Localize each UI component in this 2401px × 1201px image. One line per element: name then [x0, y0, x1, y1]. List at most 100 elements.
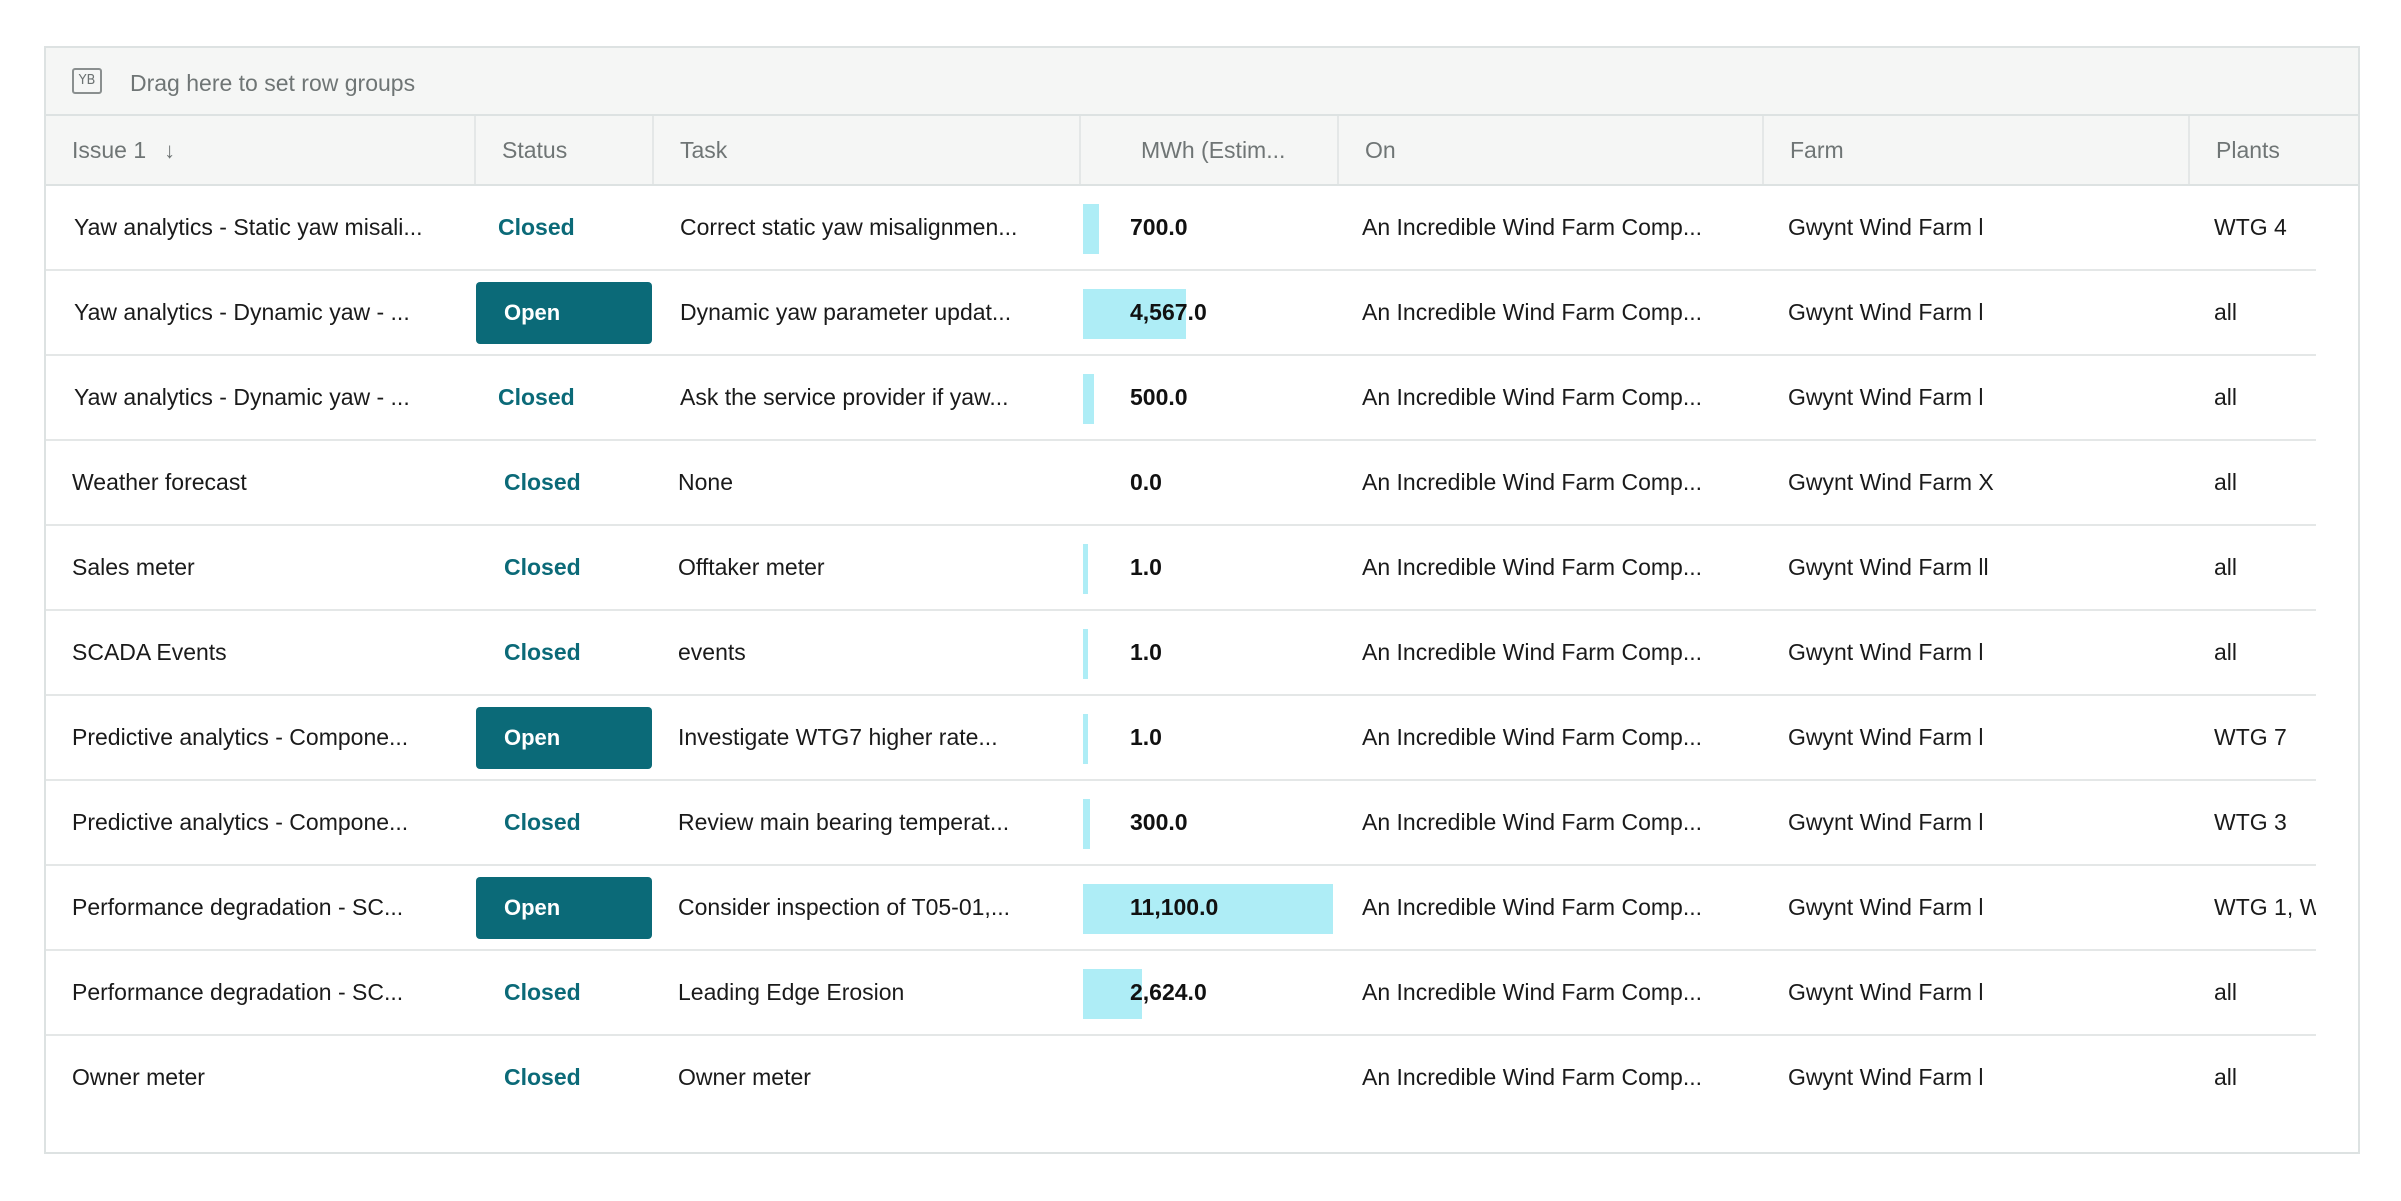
- cell-farm: Gwynt Wind Farm l: [1788, 809, 1984, 835]
- data-grid: YB Drag here to set row groups Issue 1 ↓ …: [44, 46, 2360, 1154]
- cell-on: An Incredible Wind Farm Comp...: [1362, 554, 1703, 580]
- status-badge-closed: Closed: [504, 979, 581, 1005]
- status-badge-closed: Closed: [504, 1064, 581, 1090]
- mwh-value: 1.0: [1130, 724, 1162, 750]
- cell-mwh: 2,624.0: [1083, 951, 1339, 1034]
- column-header-farm[interactable]: Farm: [1764, 116, 2190, 184]
- status-badge-open: Open: [476, 282, 652, 344]
- mwh-value: 0.0: [1130, 469, 1162, 495]
- cell-status: Open: [476, 696, 654, 779]
- cell-mwh: [1083, 1036, 1339, 1119]
- cell-on: An Incredible Wind Farm Comp...: [1362, 384, 1703, 410]
- cell-task: Correct static yaw misalignmen...: [680, 214, 1018, 240]
- cell-on: An Incredible Wind Farm Comp...: [1362, 894, 1703, 920]
- cell-farm: Gwynt Wind Farm l: [1788, 894, 1984, 920]
- column-header-task[interactable]: Task: [654, 116, 1081, 184]
- grid-body: Yaw analytics - Static yaw misali... Clos…: [46, 186, 2316, 1121]
- cell-issue: Performance degradation - SC...: [72, 979, 404, 1005]
- column-header-status-label: Status: [502, 137, 568, 163]
- cell-plants: WTG 4: [2214, 214, 2287, 240]
- cell-mwh: 1.0: [1083, 526, 1339, 609]
- status-badge-closed: Closed: [504, 469, 581, 495]
- table-row[interactable]: Yaw analytics - Dynamic yaw - ... Open Dyn…: [46, 271, 2316, 356]
- cell-farm: Gwynt Wind Farm l: [1788, 384, 1984, 410]
- status-badge-open: Open: [476, 877, 652, 939]
- cell-on: An Incredible Wind Farm Comp...: [1362, 639, 1703, 665]
- cell-mwh: 1.0: [1083, 696, 1339, 779]
- cell-status: Closed: [476, 186, 654, 269]
- column-header-plants[interactable]: Plants: [2190, 116, 2358, 184]
- table-row[interactable]: Sales meter Closed Offtaker meter 1.0 An Inc…: [46, 526, 2316, 611]
- cell-plants: all: [2214, 639, 2238, 665]
- column-header-task-label: Task: [680, 137, 728, 163]
- cell-task: Offtaker meter: [678, 554, 825, 580]
- cell-status: Closed: [476, 526, 654, 609]
- row-group-drop-zone[interactable]: YB Drag here to set row groups: [46, 48, 2358, 116]
- status-badge-closed: Closed: [504, 809, 581, 835]
- cell-task: Leading Edge Erosion: [678, 979, 905, 1005]
- mwh-bar: [1083, 799, 1090, 849]
- cell-farm: Gwynt Wind Farm l: [1788, 1064, 1984, 1090]
- mwh-value: 1.0: [1130, 639, 1162, 665]
- table-row[interactable]: Owner meter Closed Owner meter An Incredibl…: [46, 1036, 2316, 1121]
- cell-mwh: 500.0: [1083, 356, 1339, 439]
- cell-issue: Sales meter: [72, 554, 195, 580]
- row-group-hint: Drag here to set row groups: [130, 70, 416, 96]
- cell-on: An Incredible Wind Farm Comp...: [1362, 809, 1703, 835]
- table-row[interactable]: Yaw analytics - Dynamic yaw - ... Closed A…: [46, 356, 2316, 441]
- mwh-bar: [1083, 544, 1088, 594]
- table-row[interactable]: Weather forecast Closed None 0.0 An Incredib…: [46, 441, 2316, 526]
- table-row[interactable]: Performance degradation - SC... Closed Lea…: [46, 951, 2316, 1036]
- cell-issue: Yaw analytics - Dynamic yaw - ...: [74, 384, 410, 410]
- cell-plants: all: [2214, 554, 2238, 580]
- status-badge-closed: Closed: [504, 554, 581, 580]
- cell-task: Consider inspection of T05-01,...: [678, 894, 1010, 920]
- cell-mwh: 4,567.0: [1083, 271, 1339, 354]
- cell-farm: Gwynt Wind Farm l: [1788, 979, 1984, 1005]
- cell-on: An Incredible Wind Farm Comp...: [1362, 469, 1703, 495]
- mwh-bar: [1083, 884, 1333, 934]
- cell-mwh: 1.0: [1083, 611, 1339, 694]
- cell-on: An Incredible Wind Farm Comp...: [1362, 979, 1703, 1005]
- column-header-on[interactable]: On: [1339, 116, 1764, 184]
- cell-farm: Gwynt Wind Farm ll: [1788, 554, 1989, 580]
- cell-on: An Incredible Wind Farm Comp...: [1362, 214, 1703, 240]
- cell-issue: Yaw analytics - Dynamic yaw - ...: [74, 299, 410, 325]
- cell-plants: WTG 1, W: [2214, 894, 2316, 920]
- cell-issue: Predictive analytics - Compone...: [72, 809, 409, 835]
- cell-task: None: [678, 469, 733, 495]
- table-row[interactable]: Yaw analytics - Static yaw misali... Clos…: [46, 186, 2316, 271]
- status-badge-open: Open: [476, 707, 652, 769]
- status-badge-closed: Closed: [498, 214, 575, 240]
- cell-on: An Incredible Wind Farm Comp...: [1362, 1064, 1703, 1090]
- table-row[interactable]: Predictive analytics - Compone... Closed R…: [46, 781, 2316, 866]
- mwh-bar: [1083, 714, 1088, 764]
- column-header-issue[interactable]: Issue 1 ↓: [46, 116, 476, 184]
- table-row[interactable]: Performance degradation - SC... Open Consi…: [46, 866, 2316, 951]
- cell-plants: WTG 7: [2214, 724, 2287, 750]
- mwh-bar: [1083, 969, 1142, 1019]
- cell-issue: Owner meter: [72, 1064, 205, 1090]
- table-row[interactable]: SCADA Events Closed events 1.0 An Incredible…: [46, 611, 2316, 696]
- cell-farm: Gwynt Wind Farm X: [1788, 469, 1994, 495]
- cell-plants: all: [2214, 384, 2238, 410]
- cell-status: Closed: [476, 611, 654, 694]
- table-row[interactable]: Predictive analytics - Compone... Open Inv…: [46, 696, 2316, 781]
- cell-farm: Gwynt Wind Farm l: [1788, 214, 1984, 240]
- cell-farm: Gwynt Wind Farm l: [1788, 639, 1984, 665]
- mwh-value: 500.0: [1130, 384, 1188, 410]
- column-header-issue-label: Issue 1: [72, 137, 147, 163]
- cell-status: Closed: [476, 951, 654, 1034]
- mwh-value: 1.0: [1130, 554, 1162, 580]
- column-header-mwh[interactable]: MWh (Estim...: [1081, 116, 1339, 184]
- mwh-bar: [1083, 289, 1186, 339]
- cell-plants: all: [2214, 1064, 2238, 1090]
- cell-plants: WTG 3: [2214, 809, 2287, 835]
- cell-farm: Gwynt Wind Farm l: [1788, 299, 1984, 325]
- mwh-bar: [1083, 629, 1088, 679]
- cell-plants: all: [2214, 299, 2238, 325]
- sort-descending-icon: ↓: [164, 138, 176, 163]
- column-header-status[interactable]: Status: [476, 116, 654, 184]
- cell-issue: SCADA Events: [72, 639, 227, 665]
- mwh-value: 4,567.0: [1130, 299, 1207, 325]
